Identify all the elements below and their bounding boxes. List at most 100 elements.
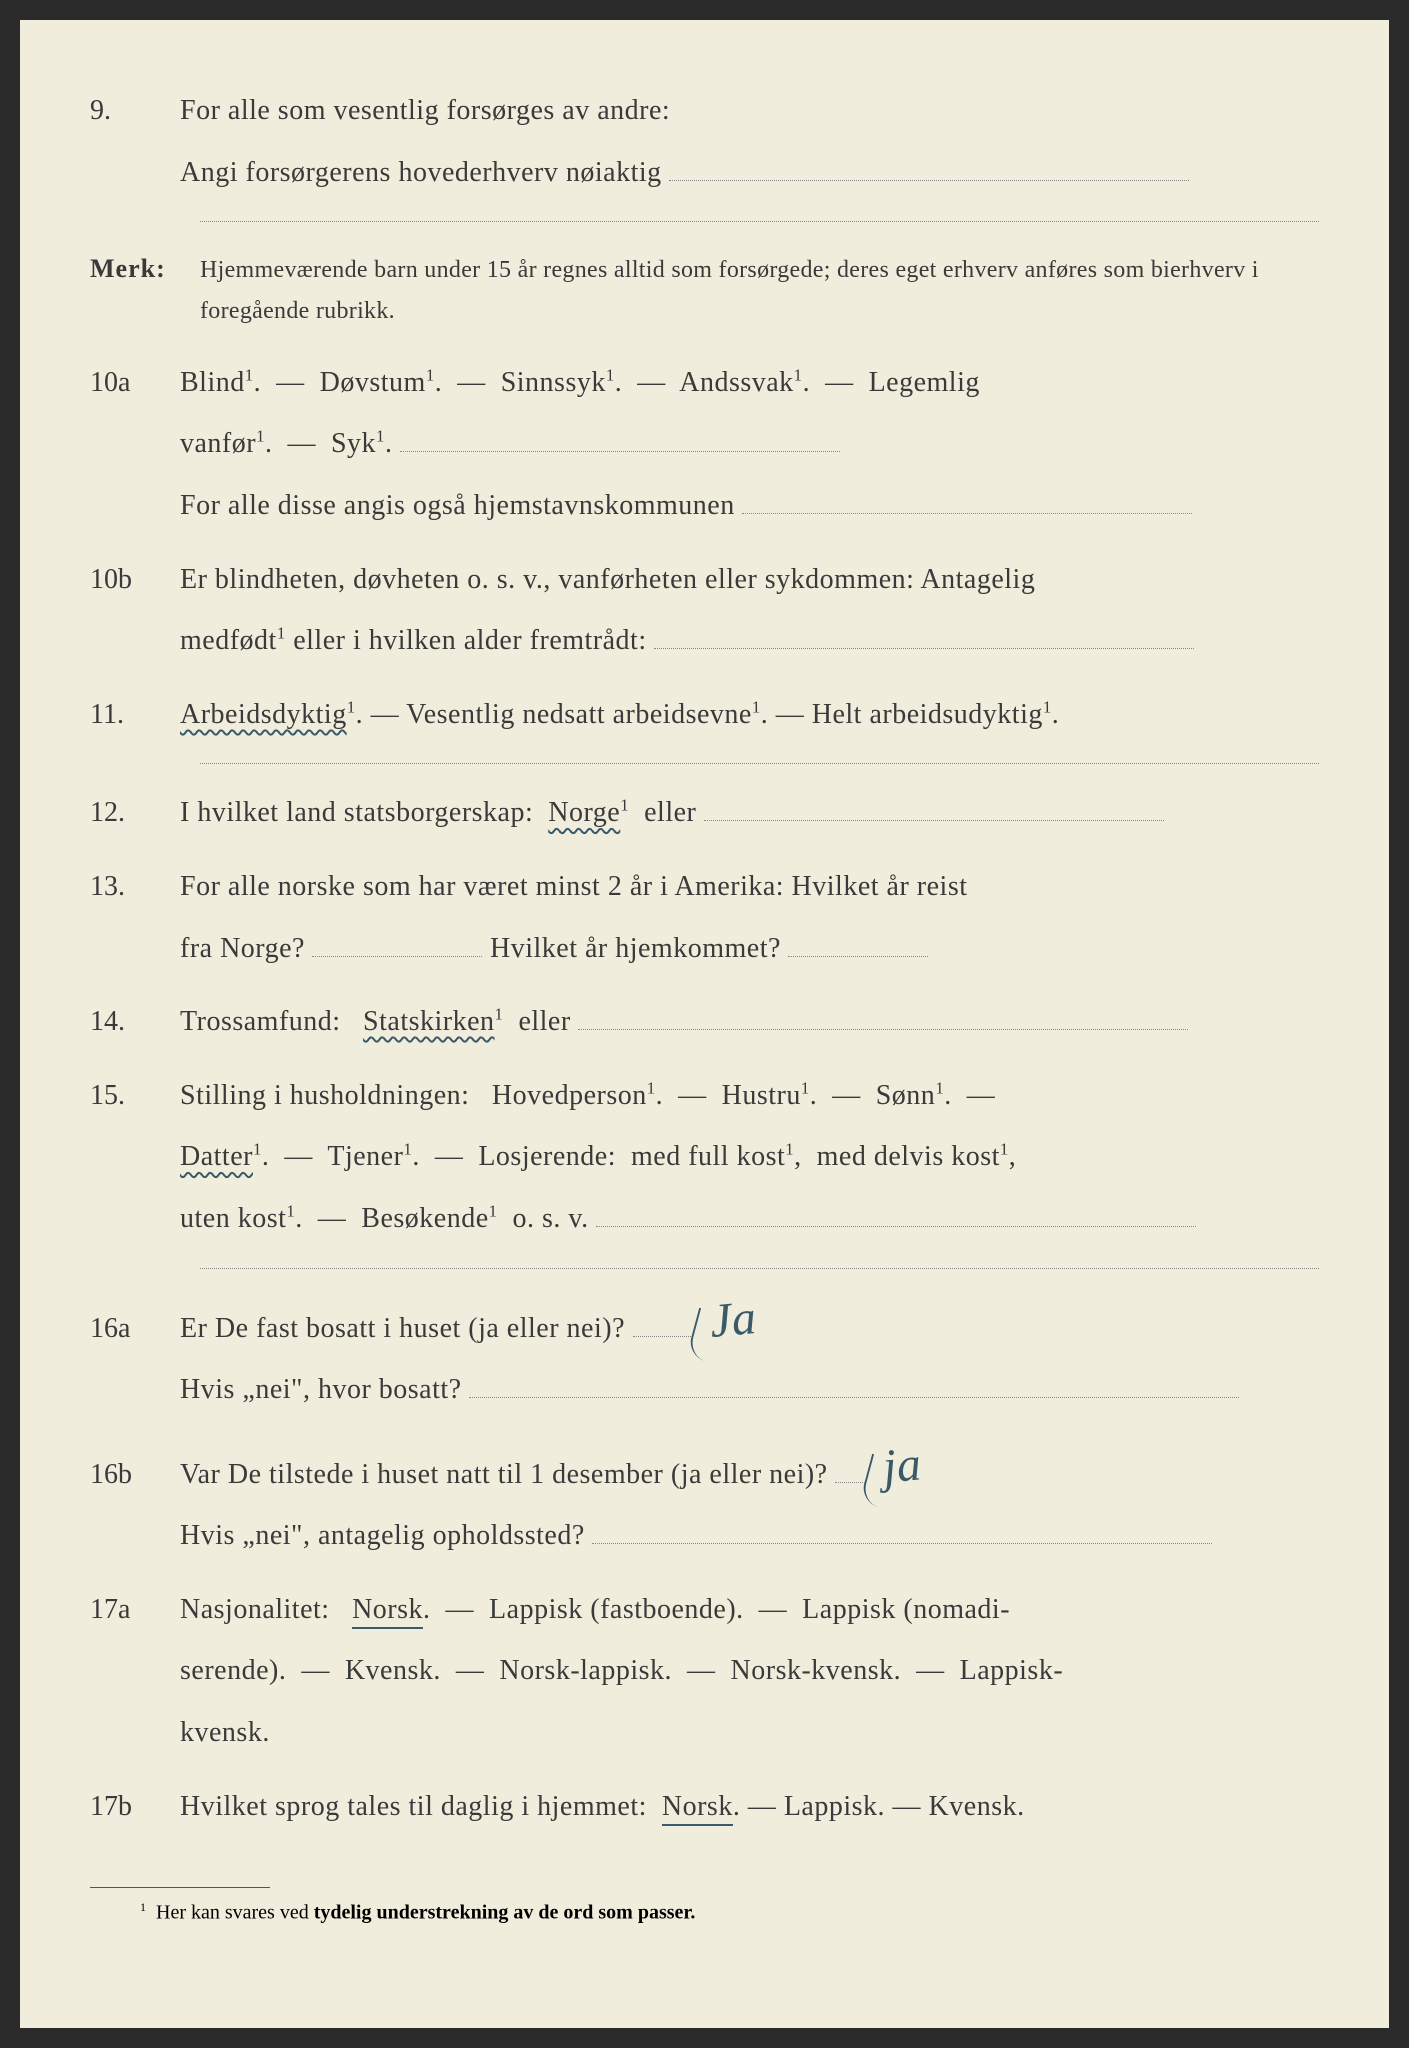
opt-arbeidsdyktig: Arbeidsdyktig (180, 699, 347, 730)
question-13: 13. For alle norske som har været minst … (90, 856, 1319, 979)
question-16a: 16a Er De fast bosatt i huset (ja eller … (90, 1287, 1319, 1421)
q17b-text: Hvilket sprog tales til daglig i hjemmet… (180, 1776, 1319, 1838)
footnote-sup: 1 (140, 1900, 146, 1914)
q12-number: 12. (90, 782, 180, 844)
q12-eller: eller (644, 797, 696, 828)
question-17a: 17a Nasjonalitet: Norsk. — Lappisk (fast… (90, 1579, 1319, 1764)
rule-after-11 (200, 763, 1319, 764)
q16a-blank (469, 1397, 1239, 1398)
q17a-number: 17a (90, 1579, 180, 1641)
q10b-line1: Er blindheten, døvheten o. s. v., vanfør… (180, 564, 1035, 595)
opt-sprog-kvensk: Kvensk (929, 1791, 1018, 1822)
opt-legemlig: Legemlig (869, 367, 980, 398)
q11-text: Arbeidsdyktig1. — Vesentlig nedsatt arbe… (180, 684, 1319, 746)
q10a-number: 10a (90, 352, 180, 414)
footnote-text-a: Her kan svares ved (156, 1902, 314, 1924)
q10b-number: 10b (90, 549, 180, 611)
q16a-answer: Ja (705, 1265, 760, 1374)
q17a-text: Nasjonalitet: Norsk. — Lappisk (fastboen… (180, 1579, 1319, 1764)
q10b-medfodt: medfødt (180, 625, 277, 656)
opt-andssvak: Andssvak (679, 367, 793, 398)
opt-sinnssyk: Sinnssyk (501, 367, 606, 398)
opt-statskirken: Statskirken (363, 1006, 495, 1037)
question-11: 11. Arbeidsdyktig1. — Vesentlig nedsatt … (90, 684, 1319, 746)
q16b-line1: Var De tilstede i huset natt til 1 desem… (180, 1459, 828, 1490)
q16b-blank (592, 1543, 1212, 1544)
q16b-line2: Hvis „nei", antagelig opholdssted? (180, 1520, 585, 1551)
q9-number: 9. (90, 80, 180, 142)
q9-line2: Angi forsørgerens hovederhverv nøiaktig (180, 157, 662, 188)
q17b-number: 17b (90, 1776, 180, 1838)
opt-norge: Norge (548, 797, 620, 828)
opt-sonn: Sønn (876, 1080, 936, 1111)
opt-lappisk-nomad-a: Lappisk (nomadi- (802, 1594, 1010, 1625)
q14-eller: eller (518, 1006, 570, 1037)
question-10b: 10b Er blindheten, døvheten o. s. v., va… (90, 549, 1319, 672)
opt-datter: Datter (180, 1141, 253, 1172)
q16a-text: Er De fast bosatt i huset (ja eller nei)… (180, 1287, 1319, 1421)
q10a-text: Blind1. — Døvstum1. — Sinnssyk1. — Andss… (180, 352, 1319, 537)
opt-udyktig: Helt arbeidsudyktig (812, 699, 1043, 730)
q16a-line2: Hvis „nei", hvor bosatt? (180, 1374, 462, 1405)
q9-blank (669, 180, 1189, 181)
q13-blank2 (788, 956, 928, 957)
opt-norsk-lappisk: Norsk-lappisk (499, 1655, 664, 1686)
opt-vanfor: vanfør (180, 428, 256, 459)
q16a-blank0 (633, 1336, 693, 1337)
q14-text: Trossamfund: Statskirken1 eller (180, 991, 1319, 1053)
footnote: 1 Her kan svares ved tydelig understrekn… (90, 1900, 1319, 1925)
opt-kvensk: Kvensk (345, 1655, 434, 1686)
q13-text: For alle norske som har været minst 2 år… (180, 856, 1319, 979)
opt-nedsatt: Vesentlig nedsatt arbeidsevne (406, 699, 752, 730)
q12-blank (704, 820, 1164, 821)
q13-fra: fra Norge? (180, 933, 305, 964)
opt-delviskost: med delvis kost (817, 1141, 1000, 1172)
q14-blank (578, 1029, 1188, 1030)
q16b-text: Var De tilstede i huset natt til 1 desem… (180, 1433, 1319, 1567)
q10b-line2post: eller i hvilken alder fremtrådt: (293, 625, 646, 656)
opt-dovstum: Døvstum (320, 367, 426, 398)
q10a-blank1 (400, 451, 840, 452)
q10b-text: Er blindheten, døvheten o. s. v., vanfør… (180, 549, 1319, 672)
q15-label: Stilling i husholdningen: (180, 1080, 469, 1111)
opt-sprog-norsk: Norsk (662, 1791, 733, 1826)
opt-syk: Syk (331, 428, 376, 459)
opt-hovedperson: Hovedperson (492, 1080, 647, 1111)
opt-nasjonalitet-norsk: Norsk (352, 1594, 423, 1629)
q16a-number: 16a (90, 1298, 180, 1360)
question-10a: 10a Blind1. — Døvstum1. — Sinnssyk1. — A… (90, 352, 1319, 537)
q10b-blank (654, 648, 1194, 649)
merk-label: Merk: (90, 240, 200, 297)
q13-number: 13. (90, 856, 180, 918)
q17b-label: Hvilket sprog tales til daglig i hjemmet… (180, 1791, 647, 1822)
question-14: 14. Trossamfund: Statskirken1 eller (90, 991, 1319, 1053)
opt-norsk-kvensk: Norsk-kvensk (731, 1655, 894, 1686)
q15-number: 15. (90, 1065, 180, 1127)
opt-lappisk-kvensk-b: kvensk. (180, 1717, 270, 1748)
q12-label: I hvilket land statsborgerskap: (180, 797, 533, 828)
q12-text: I hvilket land statsborgerskap: Norge1 e… (180, 782, 1319, 844)
document-page: 9. For alle som vesentlig forsørges av a… (20, 20, 1389, 2028)
merk-note: Merk: Hjemmeværende barn under 15 år reg… (90, 240, 1319, 332)
opt-lappisk-fast: Lappisk (fastboende) (489, 1594, 736, 1625)
opt-losjerende: Losjerende: (478, 1141, 616, 1172)
q16b-number: 16b (90, 1444, 180, 1506)
q16b-blank0 (835, 1482, 865, 1483)
rule-after-9 (200, 221, 1319, 222)
opt-lappisk-nomad-b: serende). (180, 1655, 286, 1686)
opt-tjener: Tjener (327, 1141, 403, 1172)
q9-text: For alle som vesentlig forsørges av andr… (180, 80, 1319, 203)
question-9: 9. For alle som vesentlig forsørges av a… (90, 80, 1319, 203)
q11-number: 11. (90, 684, 180, 746)
q10a-blank2 (742, 513, 1192, 514)
q13-hjem: Hvilket år hjemkommet? (490, 933, 781, 964)
rule-after-15 (200, 1268, 1319, 1269)
q13-blank1 (312, 956, 482, 957)
opt-lappisk-kvensk-a: Lappisk- (960, 1655, 1064, 1686)
question-17b: 17b Hvilket sprog tales til daglig i hje… (90, 1776, 1319, 1838)
footnote-rule (90, 1887, 270, 1888)
question-12: 12. I hvilket land statsborgerskap: Norg… (90, 782, 1319, 844)
q15-osv: o. s. v. (513, 1203, 589, 1234)
q15-blank (596, 1226, 1196, 1227)
opt-sprog-lappisk: Lappisk (784, 1791, 878, 1822)
